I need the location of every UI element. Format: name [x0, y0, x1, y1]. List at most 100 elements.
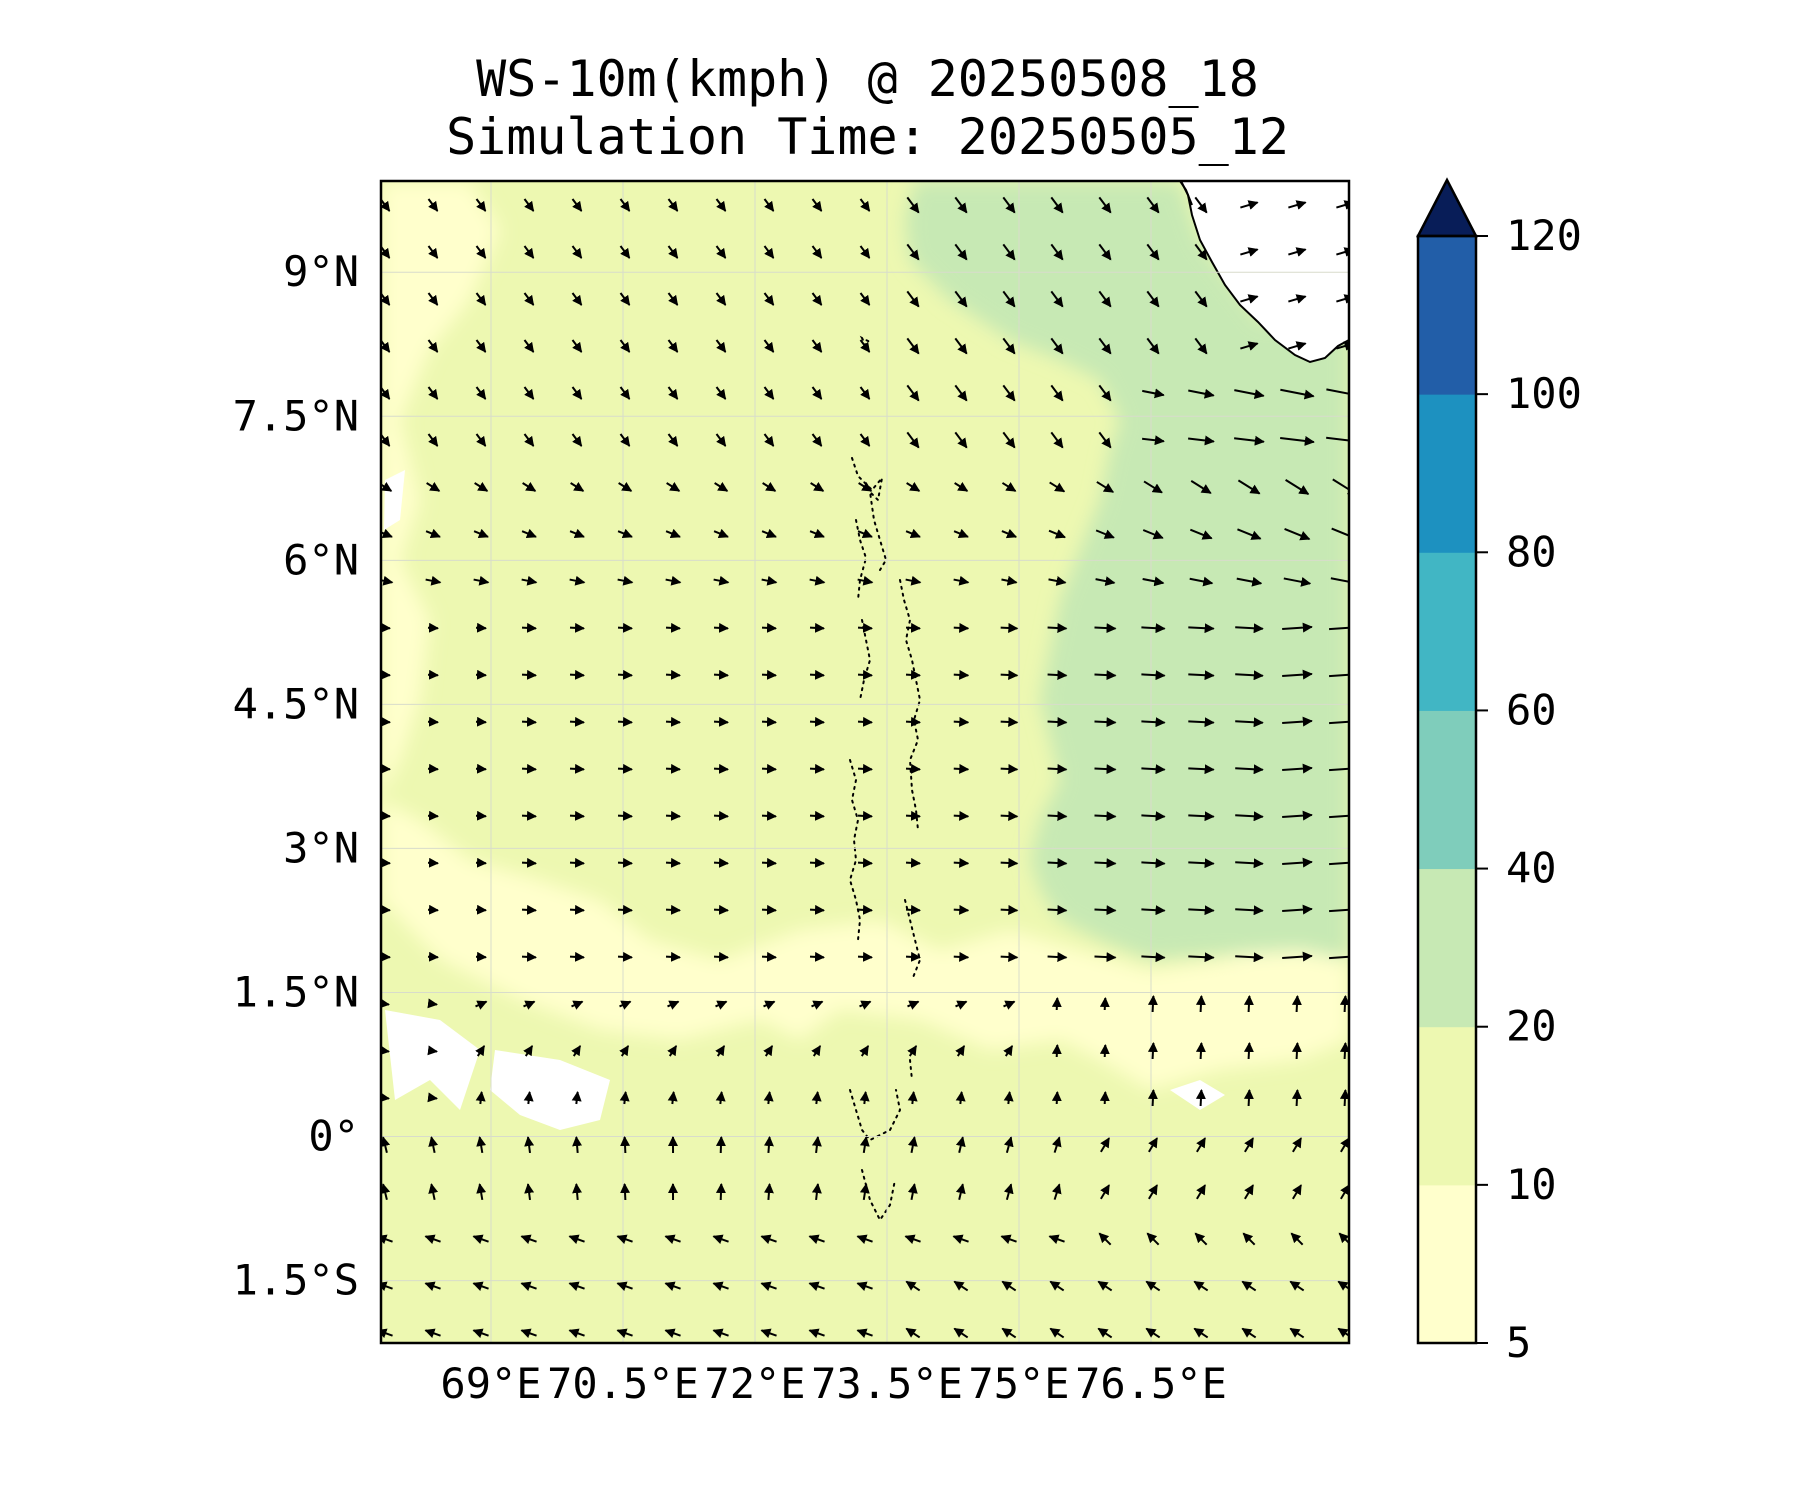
- wind-arrow: [1326, 436, 1349, 442]
- wind-arrow: [476, 1136, 487, 1154]
- wind-arrow: [763, 198, 775, 212]
- wind-arrow: [571, 292, 583, 306]
- wind-arrow: [1146, 290, 1160, 308]
- wind-arrow: [1284, 527, 1311, 541]
- wind-arrow: [808, 1328, 825, 1339]
- wind-arrow: [1188, 623, 1215, 634]
- wind-arrow: [667, 292, 679, 306]
- wind-arrow: [1000, 716, 1019, 727]
- wind-arrow: [1328, 626, 1349, 631]
- wind-arrow: [520, 1328, 537, 1339]
- wind-arrow: [381, 575, 394, 586]
- wind-arrow: [1291, 1089, 1302, 1107]
- wind-arrow: [521, 575, 538, 586]
- wind-arrow: [761, 575, 778, 586]
- wind-arrow: [763, 1045, 774, 1057]
- wind-arrow: [665, 622, 681, 633]
- wind-arrow: [1141, 623, 1166, 634]
- wind-arrow: [523, 1091, 534, 1105]
- wind-arrow: [569, 575, 586, 586]
- wind-arrow: [859, 245, 871, 259]
- wind-arrow: [1288, 200, 1307, 210]
- wind-arrows: [381, 196, 1349, 1339]
- wind-arrow: [569, 528, 585, 539]
- wind-arrow: [521, 904, 537, 915]
- wind-arrow: [1145, 1280, 1161, 1292]
- wind-arrow: [1188, 811, 1215, 822]
- wind-arrow: [1195, 1042, 1206, 1060]
- wind-arrow: [1336, 294, 1349, 304]
- wind-arrow: [569, 716, 585, 727]
- wind-arrow: [1002, 337, 1016, 355]
- wind-arrow: [955, 1136, 966, 1154]
- wind-arrow: [381, 1045, 390, 1056]
- wind-arrow: [811, 245, 823, 259]
- wind-arrow: [715, 1000, 728, 1010]
- wind-arrow: [475, 198, 487, 212]
- wind-arrow: [857, 810, 873, 821]
- wind-arrow: [475, 339, 487, 353]
- wind-arrow: [1339, 1089, 1349, 1107]
- wind-arrow: [427, 1045, 438, 1056]
- wind-arrow: [1050, 337, 1064, 355]
- wind-arrow: [1098, 290, 1112, 308]
- wind-arrow: [569, 810, 585, 821]
- lon-tick-label: 73.5°E: [811, 1359, 963, 1408]
- wind-arrow: [1049, 1280, 1065, 1292]
- wind-arrow: [381, 1136, 391, 1154]
- wind-arrow: [1280, 388, 1315, 400]
- wind-arrow: [665, 575, 682, 586]
- wind-arrow: [617, 622, 633, 633]
- wind-arrow: [1282, 810, 1313, 821]
- wind-arrow: [1194, 1232, 1208, 1246]
- wind-arrow: [1147, 995, 1158, 1013]
- wind-arrow: [905, 575, 922, 586]
- wind-arrow: [381, 481, 393, 492]
- wind-arrow: [1240, 247, 1259, 257]
- wind-arrow: [1328, 720, 1349, 725]
- wind-arrow: [715, 1136, 726, 1154]
- wind-arrow: [857, 904, 873, 915]
- wind-arrow: [569, 622, 585, 633]
- wind-arrow: [1097, 1327, 1113, 1339]
- wind-arrow: [569, 763, 585, 774]
- wind-arrow: [713, 669, 729, 680]
- wind-arrow: [1000, 857, 1019, 868]
- lon-tick-label: 69°E: [440, 1359, 541, 1408]
- wind-arrow: [427, 198, 439, 212]
- wind-arrow: [1051, 1091, 1062, 1105]
- wind-arrow: [381, 1234, 393, 1245]
- wind-arrow: [521, 763, 537, 774]
- lat-tick-label: 6°N: [283, 535, 359, 584]
- wind-arrow: [1094, 764, 1117, 775]
- lat-tick-label: 0°: [308, 1112, 359, 1161]
- wind-arrow: [1141, 670, 1166, 681]
- wind-arrow: [381, 1281, 393, 1292]
- wind-arrow: [1237, 479, 1261, 495]
- wind-arrow: [906, 290, 920, 308]
- wind-arrow: [857, 857, 873, 868]
- wind-arrow: [857, 575, 874, 586]
- wind-arrow: [520, 1281, 537, 1292]
- wind-arrow: [1099, 1091, 1110, 1105]
- wind-arrow: [1235, 764, 1264, 775]
- lat-tick-label: 4.5°N: [233, 679, 359, 728]
- wind-arrow: [905, 1280, 921, 1292]
- wind-arrow: [1244, 1137, 1254, 1153]
- colorbar-tick-label: 5: [1506, 1318, 1531, 1367]
- wind-arrow: [1051, 1044, 1062, 1058]
- wind-arrow: [1328, 767, 1349, 772]
- india-coastline: [1179, 181, 1349, 364]
- wind-arrow: [1099, 997, 1110, 1011]
- wind-arrow: [571, 245, 583, 259]
- wind-arrow: [620, 1136, 631, 1154]
- wind-arrow: [856, 1281, 873, 1292]
- wind-arrow: [761, 857, 777, 868]
- wind-arrow: [1002, 243, 1016, 261]
- wind-arrow: [1141, 764, 1166, 775]
- wind-arrow: [475, 1091, 486, 1105]
- wind-arrow: [617, 528, 633, 539]
- wind-arrow: [811, 386, 823, 400]
- wind-arrow: [523, 433, 535, 447]
- wind-arrow: [427, 245, 439, 259]
